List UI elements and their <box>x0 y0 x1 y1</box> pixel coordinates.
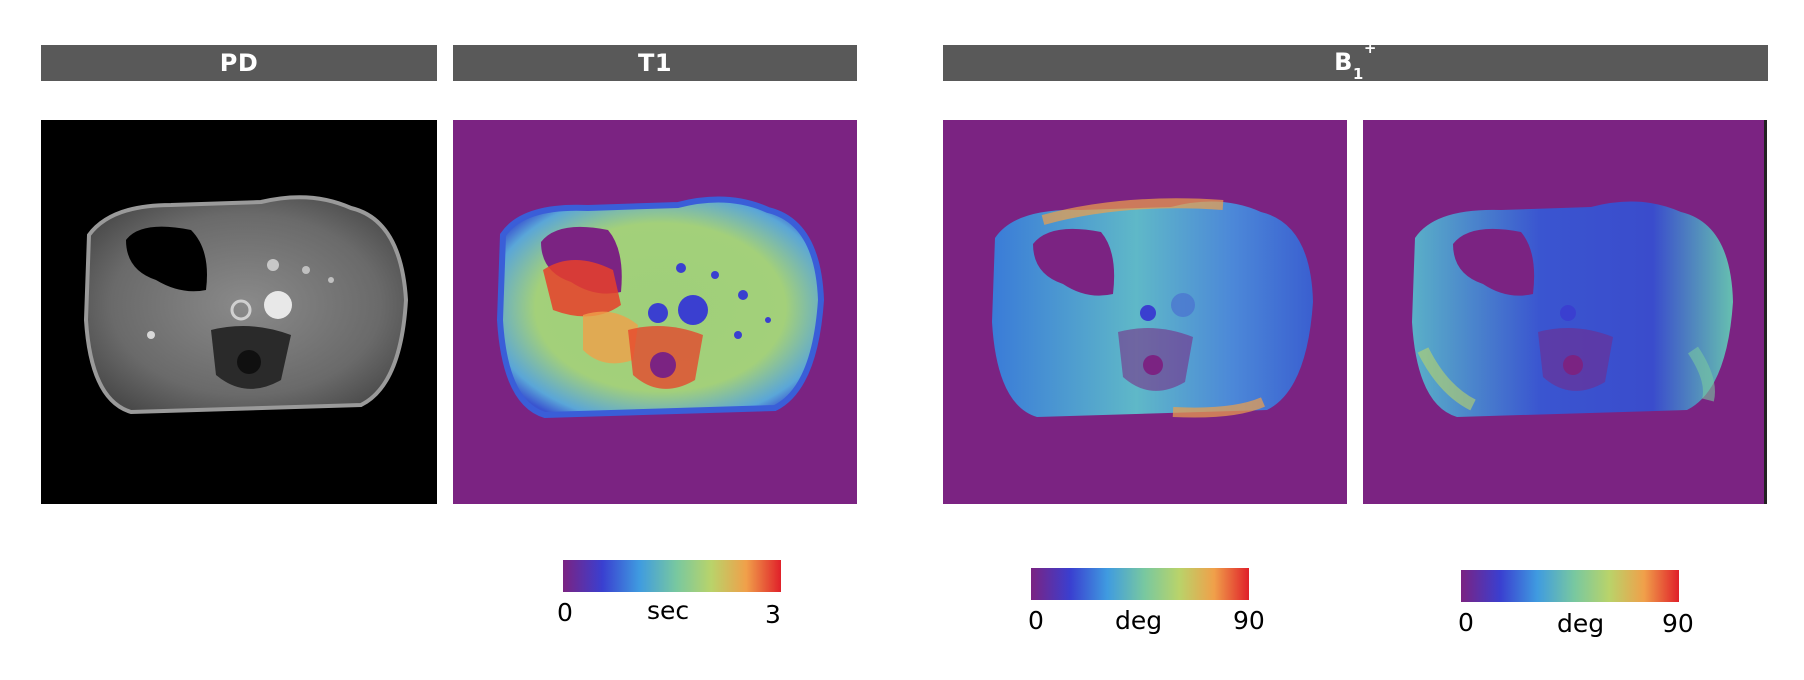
b1-right-colorbar-unit: deg <box>1557 609 1605 638</box>
b1-map-left <box>943 120 1347 504</box>
b1-left-colorbar-max: 90 <box>1233 606 1265 635</box>
t1-map <box>453 120 857 504</box>
b1-map-right <box>1363 120 1767 504</box>
header-b1-label: B1 + <box>1334 39 1377 84</box>
header-b1-sub: 1 <box>1352 65 1364 84</box>
t1-colorbar <box>563 560 781 592</box>
header-pd-label: PD <box>219 49 259 77</box>
header-pd: PD <box>41 45 437 81</box>
header-b1: B1 + <box>943 39 1768 84</box>
t1-colorbar-max: 3 <box>765 600 781 629</box>
b1-left-colorbar <box>1031 568 1249 600</box>
b1-left-colorbar-min: 0 <box>1028 606 1044 635</box>
t1-colorbar-unit: sec <box>647 596 690 625</box>
header-b1-sup: + <box>1363 38 1377 57</box>
header-t1-label: T1 <box>637 49 673 77</box>
panel-edge-line <box>1764 120 1767 504</box>
b1-right-colorbar <box>1461 570 1679 602</box>
pd-map <box>41 120 437 504</box>
b1-right-colorbar-min: 0 <box>1458 608 1474 637</box>
b1-right-colorbar-max: 90 <box>1662 609 1694 638</box>
header-b1-main: B <box>1334 47 1353 76</box>
header-t1: T1 <box>453 45 857 81</box>
t1-colorbar-min: 0 <box>557 598 573 627</box>
b1-left-colorbar-unit: deg <box>1115 606 1163 635</box>
